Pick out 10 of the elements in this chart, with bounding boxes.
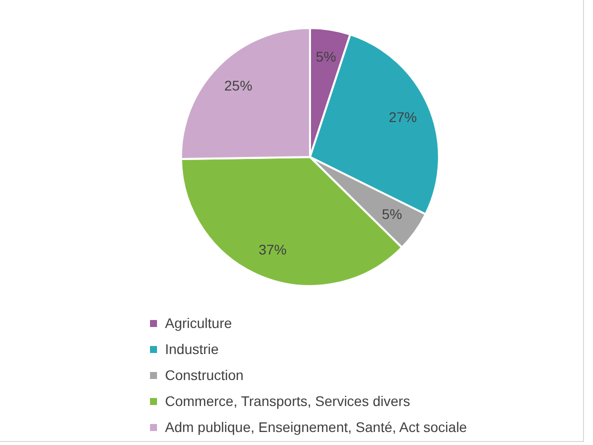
legend-label: Commerce, Transports, Services divers xyxy=(165,392,410,411)
data-label: 37% xyxy=(258,241,287,258)
data-label: 5% xyxy=(316,48,336,65)
legend-label: Adm publique, Enseignement, Santé, Act sociale xyxy=(165,418,467,437)
data-label: 5% xyxy=(382,206,402,222)
data-label: 27% xyxy=(388,108,417,125)
legend-label: Construction xyxy=(165,366,244,385)
legend-label: Industrie xyxy=(165,340,219,359)
data-label: 25% xyxy=(224,77,252,94)
legend-label: Agriculture xyxy=(165,314,232,333)
